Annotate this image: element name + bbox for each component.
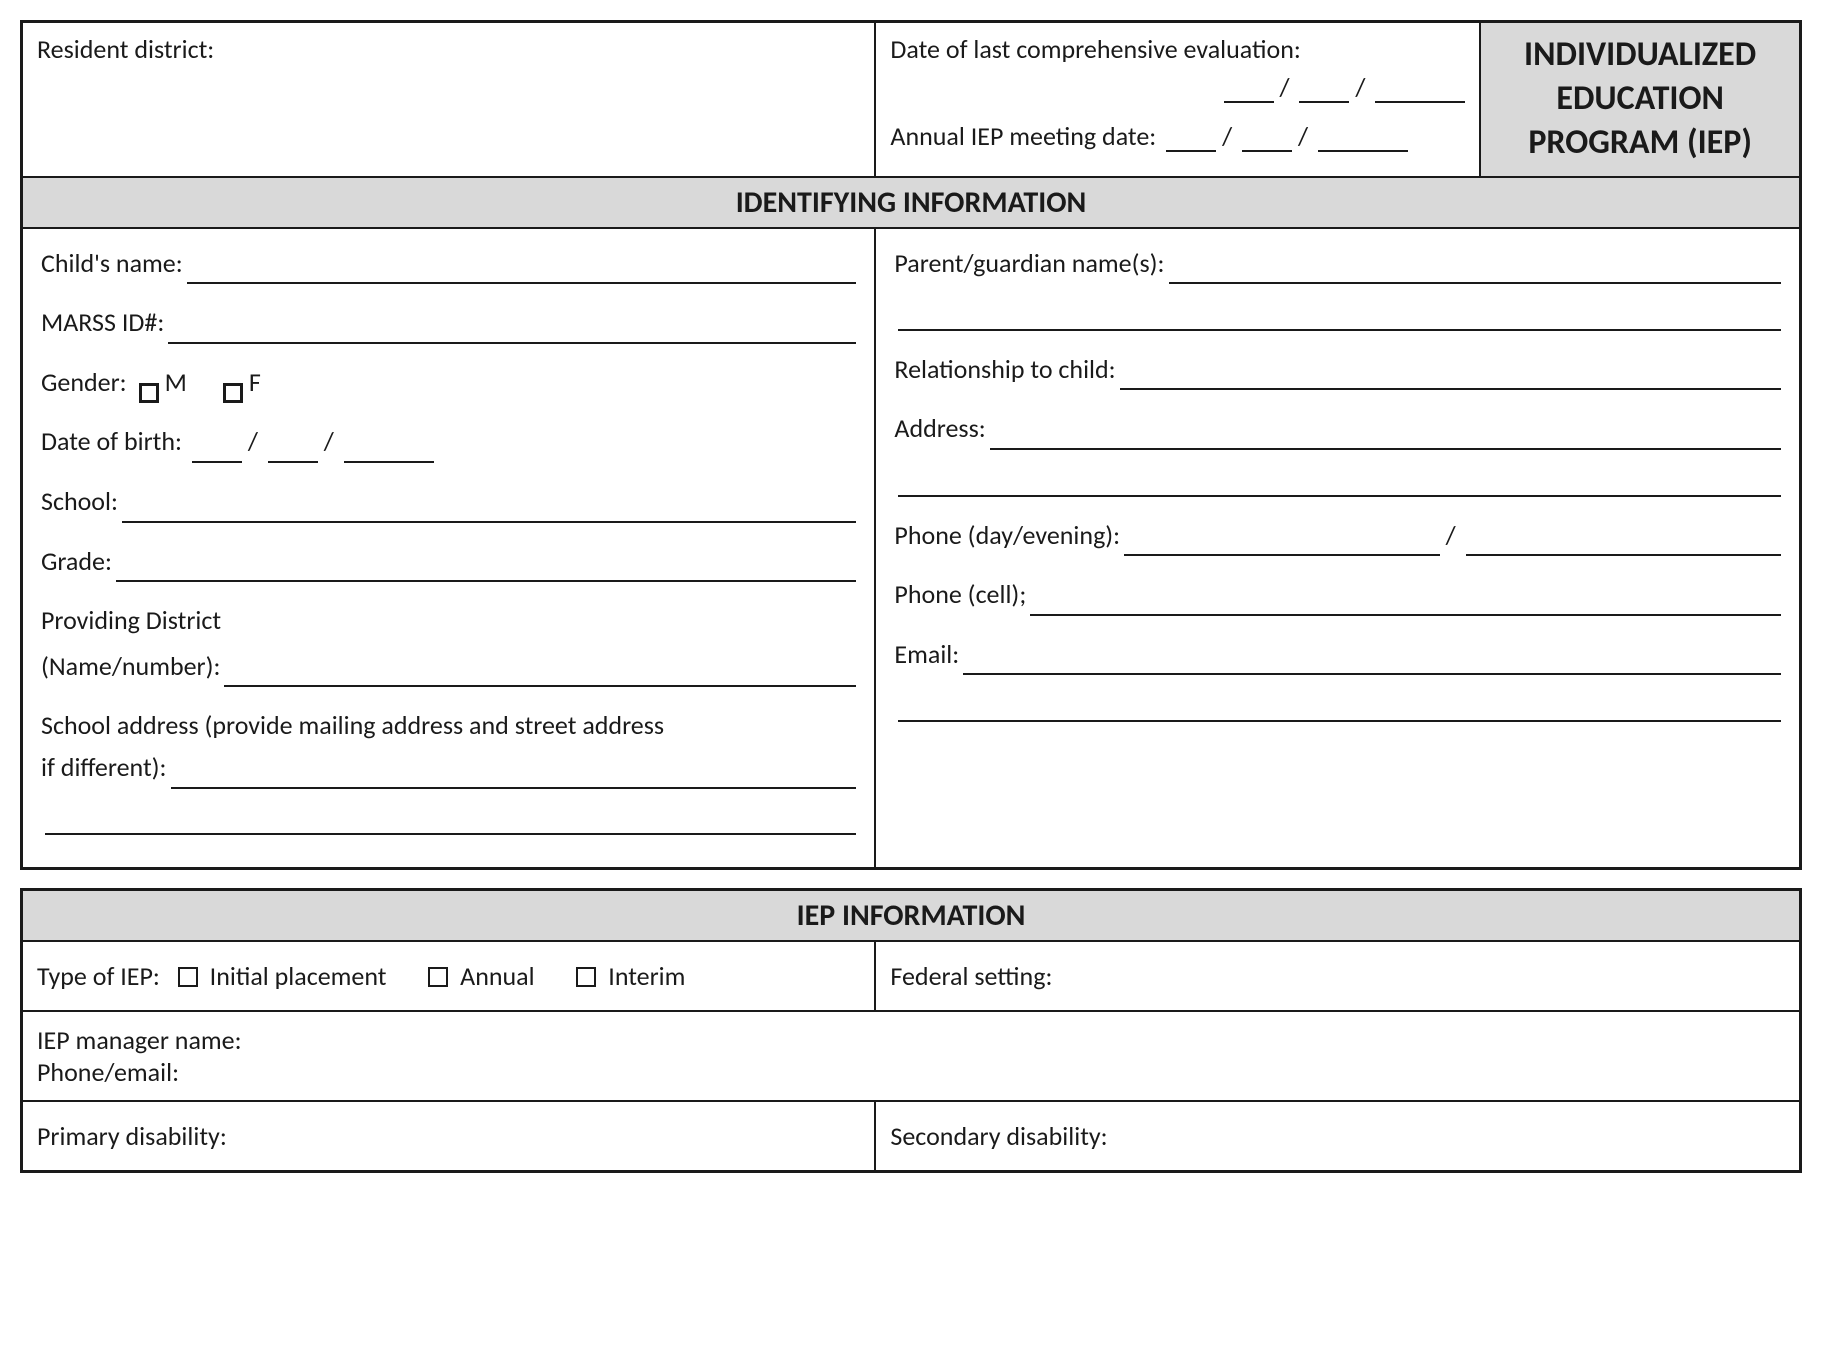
iep-type-cell: Type of IEP: Initial placement Annual In… <box>22 941 876 1011</box>
form-title: INDIVIDUALIZED EDUCATION PROGRAM (IEP) <box>1480 22 1800 177</box>
federal-setting-cell[interactable]: Federal setting: <box>875 941 1800 1011</box>
iep-info-table: IEP INFORMATION Type of IEP: Initial pla… <box>20 888 1802 1173</box>
email-field[interactable]: Email: <box>894 634 1781 676</box>
marss-id-field[interactable]: MARSS ID#: <box>41 302 856 344</box>
manager-label: IEP manager name: <box>37 1024 1785 1056</box>
school-addr-field-2[interactable] <box>41 807 856 836</box>
gender-f-label: F <box>249 362 261 404</box>
relationship-field[interactable]: Relationship to child: <box>894 349 1781 391</box>
gender-field: Gender: M F <box>41 362 856 404</box>
parent-info-col: Parent/guardian name(s): Relationship to… <box>875 228 1800 869</box>
school-addr-field[interactable]: if different): <box>41 747 856 789</box>
providing-district-field[interactable]: (Name/number): <box>41 646 856 688</box>
address-field[interactable]: Address: <box>894 408 1781 450</box>
child-name-field[interactable]: Child's name: <box>41 243 856 285</box>
title-line-3: PROGRAM (IEP) <box>1495 121 1785 165</box>
federal-setting-label: Federal setting: <box>890 960 1052 992</box>
phone-cell-field[interactable]: Phone (cell); <box>894 574 1781 616</box>
annual-checkbox[interactable] <box>428 967 448 987</box>
extra-line-field[interactable] <box>894 693 1781 722</box>
manager-cell[interactable]: IEP manager name: Phone/email: <box>22 1011 1801 1101</box>
grade-field[interactable]: Grade: <box>41 541 856 583</box>
resident-district-label: Resident district: <box>37 33 214 65</box>
initial-checkbox[interactable] <box>178 967 198 987</box>
resident-district-cell[interactable]: Resident district: <box>22 22 876 177</box>
title-line-2: EDUCATION <box>1495 77 1785 121</box>
iep-info-header: IEP INFORMATION <box>22 890 1801 942</box>
iep-form: Resident district: Date of last comprehe… <box>20 20 1802 1173</box>
school-addr-label-1: School address (provide mailing address … <box>41 705 856 747</box>
dob-field[interactable]: Date of birth: / / <box>41 421 856 463</box>
parent-name-field[interactable]: Parent/guardian name(s): <box>894 243 1781 285</box>
child-info-col: Child's name: MARSS ID#: Gender: M F Dat… <box>22 228 876 869</box>
annual-meeting-blank[interactable]: / / <box>1162 120 1408 152</box>
address-field-2[interactable] <box>894 468 1781 497</box>
phone-email-label: Phone/email: <box>37 1056 1785 1088</box>
school-field[interactable]: School: <box>41 481 856 523</box>
gender-f-checkbox[interactable] <box>223 383 243 403</box>
primary-disability-label: Primary disability: <box>37 1120 227 1152</box>
secondary-disability-cell[interactable]: Secondary disability: <box>875 1101 1800 1172</box>
interim-checkbox[interactable] <box>576 967 596 987</box>
dates-cell[interactable]: Date of last comprehensive evaluation: /… <box>875 22 1480 177</box>
date-eval-blank[interactable]: / / <box>1220 71 1466 103</box>
title-line-1: INDIVIDUALIZED <box>1495 33 1785 77</box>
annual-meeting-label: Annual IEP meeting date: <box>890 120 1156 152</box>
primary-disability-cell[interactable]: Primary disability: <box>22 1101 876 1172</box>
phone-day-field[interactable]: Phone (day/evening): / <box>894 515 1781 557</box>
interim-label: Interim <box>608 960 685 992</box>
gender-m-checkbox[interactable] <box>139 383 159 403</box>
parent-name-field-2[interactable] <box>894 302 1781 331</box>
gender-m-label: M <box>165 362 187 404</box>
providing-district-label: Providing District <box>41 600 856 642</box>
identifying-header: IDENTIFYING INFORMATION <box>22 177 1801 228</box>
secondary-disability-label: Secondary disability: <box>890 1120 1107 1152</box>
annual-label: Annual <box>460 960 534 992</box>
iep-type-label: Type of IEP: <box>37 960 160 992</box>
initial-label: Initial placement <box>210 960 387 992</box>
date-eval-label: Date of last comprehensive evaluation: <box>890 33 1465 65</box>
header-table: Resident district: Date of last comprehe… <box>20 20 1802 870</box>
